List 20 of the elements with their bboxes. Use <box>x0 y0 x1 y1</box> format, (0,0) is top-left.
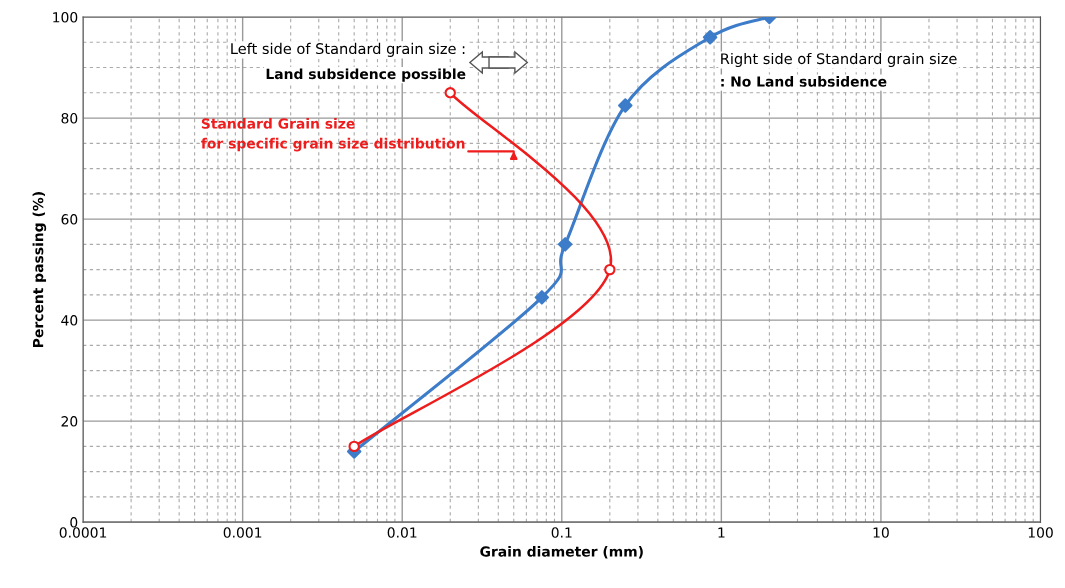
annotation: Right side of Standard grain size <box>721 52 957 68</box>
x-tick-label: 0.1 <box>551 527 572 538</box>
x-tick-label: 1 <box>718 527 725 538</box>
annotation: Land subsidence possible <box>266 68 466 82</box>
x-tick-label: 0.0001 <box>59 527 107 538</box>
y-axis-title: Percent passing (%) <box>32 192 47 347</box>
y-tick-label: 80 <box>61 113 78 124</box>
x-tick-label: 0.01 <box>387 527 417 538</box>
y-tick-label: 100 <box>53 12 78 23</box>
annotation: : No Land subsidence <box>721 75 887 87</box>
y-tick-label: 60 <box>61 214 78 225</box>
x-tick-label: 100 <box>1028 527 1053 538</box>
y-tick-label: 40 <box>61 315 78 326</box>
y-tick-label: 0 <box>70 517 78 528</box>
x-axis-title: Grain diameter (mm) <box>480 546 643 559</box>
annotation: Standard Grain size for specific grain size distribution <box>201 118 465 152</box>
y-tick-label: 20 <box>61 416 78 427</box>
x-tick-label: 0.001 <box>223 527 262 538</box>
annotation: Left side of Standard grain size : <box>231 42 465 57</box>
x-tick-label: 10 <box>873 527 889 538</box>
